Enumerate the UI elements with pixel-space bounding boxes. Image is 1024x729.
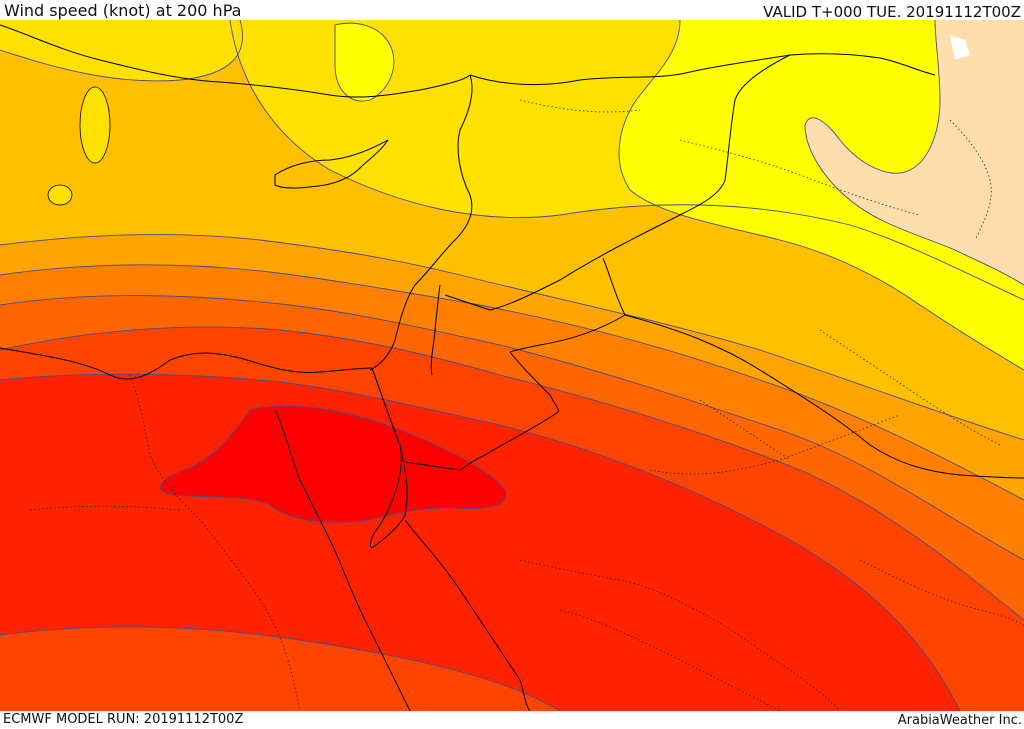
coastlines — [0, 24, 1024, 711]
valid-time: VALID T+000 TUE. 20191112T00Z — [763, 3, 1021, 21]
footer-bar: ECMWF MODEL RUN: 20191112T00Z ArabiaWeat… — [0, 711, 1024, 729]
wind-band-3 — [619, 20, 1024, 370]
wind-band-11 — [160, 406, 506, 523]
map-title: Wind speed (knot) at 200 hPa — [4, 1, 242, 20]
header-bar: Wind speed (knot) at 200 hPa VALID T+000… — [0, 0, 1024, 20]
model-run-label: ECMWF MODEL RUN: 20191112T00Z — [3, 712, 244, 727]
wind-band-1 — [950, 35, 970, 60]
province-boundaries — [29, 99, 1024, 711]
islands — [47, 86, 111, 206]
contour-lines — [0, 20, 1024, 711]
wind-speed-map[interactable] — [0, 20, 1024, 711]
wind-band-2 — [805, 20, 1024, 285]
wind-band-9-south — [0, 626, 560, 711]
wind-band-4-north — [0, 20, 243, 81]
credit-label: ArabiaWeather Inc. — [897, 713, 1022, 728]
wind-band-3-west — [335, 23, 394, 101]
